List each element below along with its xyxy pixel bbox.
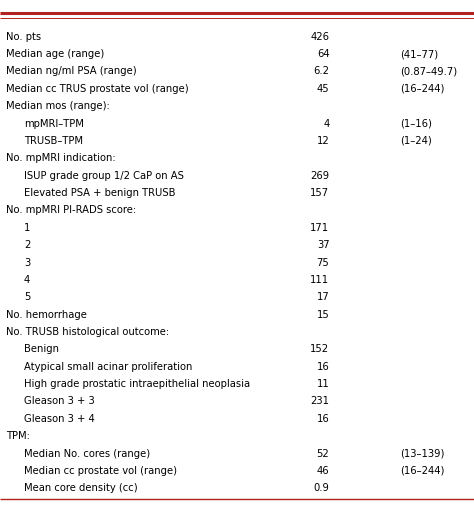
Text: Median No. cores (range): Median No. cores (range) [24, 448, 150, 458]
Text: 75: 75 [317, 257, 329, 267]
Text: (13–139): (13–139) [401, 448, 445, 458]
Text: (1–16): (1–16) [401, 118, 432, 128]
Text: Median cc prostate vol (range): Median cc prostate vol (range) [24, 465, 177, 475]
Text: 4: 4 [323, 118, 329, 128]
Text: Median ng/ml PSA (range): Median ng/ml PSA (range) [6, 66, 137, 76]
Text: 3: 3 [24, 257, 30, 267]
Text: 11: 11 [317, 378, 329, 388]
Text: Gleason 3 + 4: Gleason 3 + 4 [24, 413, 95, 423]
Text: mpMRI–TPM: mpMRI–TPM [24, 118, 84, 128]
Text: 64: 64 [317, 49, 329, 59]
Text: 0.9: 0.9 [314, 482, 329, 492]
Text: (1–24): (1–24) [401, 136, 432, 145]
Text: 46: 46 [317, 465, 329, 475]
Text: Benign: Benign [24, 344, 59, 354]
Text: Median age (range): Median age (range) [6, 49, 104, 59]
Text: 111: 111 [310, 274, 329, 284]
Text: High grade prostatic intraepithelial neoplasia: High grade prostatic intraepithelial neo… [24, 378, 250, 388]
Text: 157: 157 [310, 188, 329, 197]
Text: No. mpMRI indication:: No. mpMRI indication: [6, 153, 116, 163]
Text: (16–244): (16–244) [401, 84, 445, 93]
Text: 171: 171 [310, 222, 329, 232]
Text: Atypical small acinar proliferation: Atypical small acinar proliferation [24, 361, 192, 371]
Text: 152: 152 [310, 344, 329, 354]
Text: 269: 269 [310, 170, 329, 180]
Text: 52: 52 [317, 448, 329, 458]
Text: Gleason 3 + 3: Gleason 3 + 3 [24, 396, 95, 406]
Text: 45: 45 [317, 84, 329, 93]
Text: (41–77): (41–77) [401, 49, 438, 59]
Text: 4: 4 [24, 274, 30, 284]
Text: TRUSB–TPM: TRUSB–TPM [24, 136, 83, 145]
Text: 37: 37 [317, 240, 329, 249]
Text: 16: 16 [317, 413, 329, 423]
Text: No. mpMRI PI-RADS score:: No. mpMRI PI-RADS score: [6, 205, 136, 215]
Text: No. pts: No. pts [6, 32, 41, 41]
Text: No. TRUSB histological outcome:: No. TRUSB histological outcome: [6, 326, 169, 336]
Text: Median cc TRUS prostate vol (range): Median cc TRUS prostate vol (range) [6, 84, 189, 93]
Text: TPM:: TPM: [6, 430, 30, 440]
Text: 231: 231 [310, 396, 329, 406]
Text: Elevated PSA + benign TRUSB: Elevated PSA + benign TRUSB [24, 188, 175, 197]
Text: 16: 16 [317, 361, 329, 371]
Text: 12: 12 [317, 136, 329, 145]
Text: 1: 1 [24, 222, 30, 232]
Text: 15: 15 [317, 309, 329, 319]
Text: 2: 2 [24, 240, 30, 249]
Text: (16–244): (16–244) [401, 465, 445, 475]
Text: ISUP grade group 1/2 CaP on AS: ISUP grade group 1/2 CaP on AS [24, 170, 184, 180]
Text: Median mos (range):: Median mos (range): [6, 101, 110, 111]
Text: 17: 17 [317, 292, 329, 301]
Text: No. hemorrhage: No. hemorrhage [6, 309, 87, 319]
Text: 426: 426 [310, 32, 329, 41]
Text: 6.2: 6.2 [313, 66, 329, 76]
Text: 5: 5 [24, 292, 30, 301]
Text: (0.87–49.7): (0.87–49.7) [401, 66, 458, 76]
Text: Mean core density (cc): Mean core density (cc) [24, 482, 137, 492]
